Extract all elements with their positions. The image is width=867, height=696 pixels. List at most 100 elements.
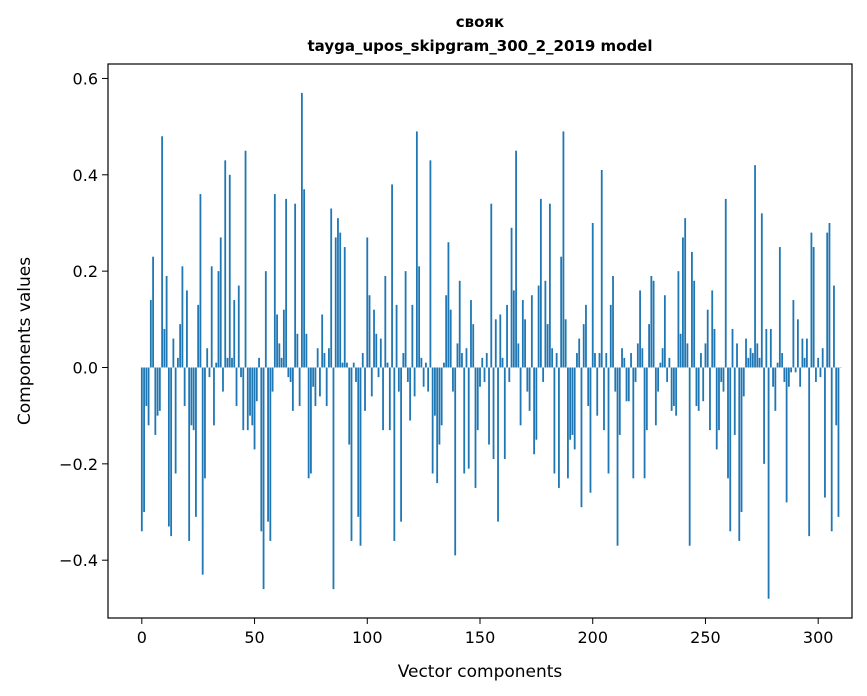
y-tick-label: −0.2 (59, 455, 98, 474)
x-tick-label: 100 (352, 628, 383, 647)
bar (785, 367, 788, 503)
bar (724, 198, 727, 368)
bar (524, 319, 526, 368)
bar (400, 367, 402, 522)
x-tick-label: 150 (465, 628, 496, 647)
bar (174, 367, 177, 474)
bar (262, 367, 265, 590)
bar (440, 367, 443, 426)
bar (264, 271, 267, 368)
bar (402, 353, 405, 368)
bar (210, 266, 213, 368)
bar (434, 367, 436, 416)
bar (564, 319, 567, 368)
bar (576, 353, 578, 368)
bar (769, 328, 772, 368)
bar (454, 367, 457, 556)
bar (183, 367, 186, 407)
bar (551, 348, 554, 368)
bar (830, 367, 833, 532)
bar (276, 314, 278, 368)
bar (751, 353, 754, 368)
bar (567, 367, 569, 479)
bar (560, 256, 563, 368)
bar (497, 367, 499, 522)
bar (470, 300, 472, 368)
x-tick-label: 250 (690, 628, 721, 647)
bar (269, 367, 272, 541)
bar (422, 367, 425, 387)
bar (397, 367, 400, 392)
bar (754, 165, 756, 368)
bar (609, 304, 612, 368)
bar (233, 300, 236, 368)
bar (632, 367, 635, 479)
bar (537, 285, 540, 368)
bar (697, 367, 700, 411)
bar (458, 280, 461, 368)
bar (231, 357, 233, 368)
bar (494, 319, 497, 368)
bar (591, 222, 594, 368)
bar (217, 271, 220, 368)
bar (546, 324, 549, 368)
bar (481, 357, 484, 368)
bar (156, 367, 159, 416)
bar (533, 367, 536, 455)
bar (794, 367, 797, 373)
bar (140, 367, 143, 532)
bar (208, 367, 211, 378)
bar (713, 328, 716, 368)
bar (803, 357, 806, 368)
bar (485, 353, 488, 368)
bar (215, 362, 218, 368)
bar (756, 343, 759, 368)
bar (693, 280, 696, 368)
bar (314, 367, 317, 407)
bar (296, 333, 299, 368)
bar (810, 232, 813, 368)
bar (438, 367, 441, 445)
bar (763, 367, 765, 464)
bar (346, 362, 348, 368)
bar (614, 367, 617, 392)
bar (305, 333, 308, 368)
bar (704, 343, 707, 368)
bar (415, 131, 418, 368)
bar (199, 194, 202, 368)
bar (783, 367, 786, 382)
bar (677, 271, 680, 368)
bar (492, 367, 495, 460)
bar (341, 362, 344, 368)
bar (621, 348, 623, 368)
y-tick-label: 0.0 (73, 358, 98, 377)
bar (796, 319, 799, 368)
bar (639, 290, 641, 368)
bar (382, 367, 384, 431)
bar (181, 266, 184, 368)
bar (321, 314, 324, 368)
bar (740, 367, 743, 513)
bar (348, 367, 351, 445)
bar (328, 348, 330, 368)
bar (273, 194, 276, 368)
bar (585, 304, 587, 368)
bar (201, 367, 204, 575)
bar (449, 309, 452, 368)
bar (776, 362, 779, 368)
bar (323, 353, 326, 368)
bar (339, 232, 342, 368)
bar (688, 367, 691, 546)
chart-title: свояк (456, 13, 505, 31)
bar (623, 357, 626, 368)
bar (729, 367, 732, 532)
bar (483, 367, 486, 382)
bar (790, 367, 793, 373)
bar (659, 362, 662, 368)
bar (722, 367, 725, 392)
bar (824, 367, 826, 498)
bar (312, 367, 315, 387)
bar (573, 367, 576, 450)
bar (165, 275, 168, 368)
bar (172, 338, 175, 368)
